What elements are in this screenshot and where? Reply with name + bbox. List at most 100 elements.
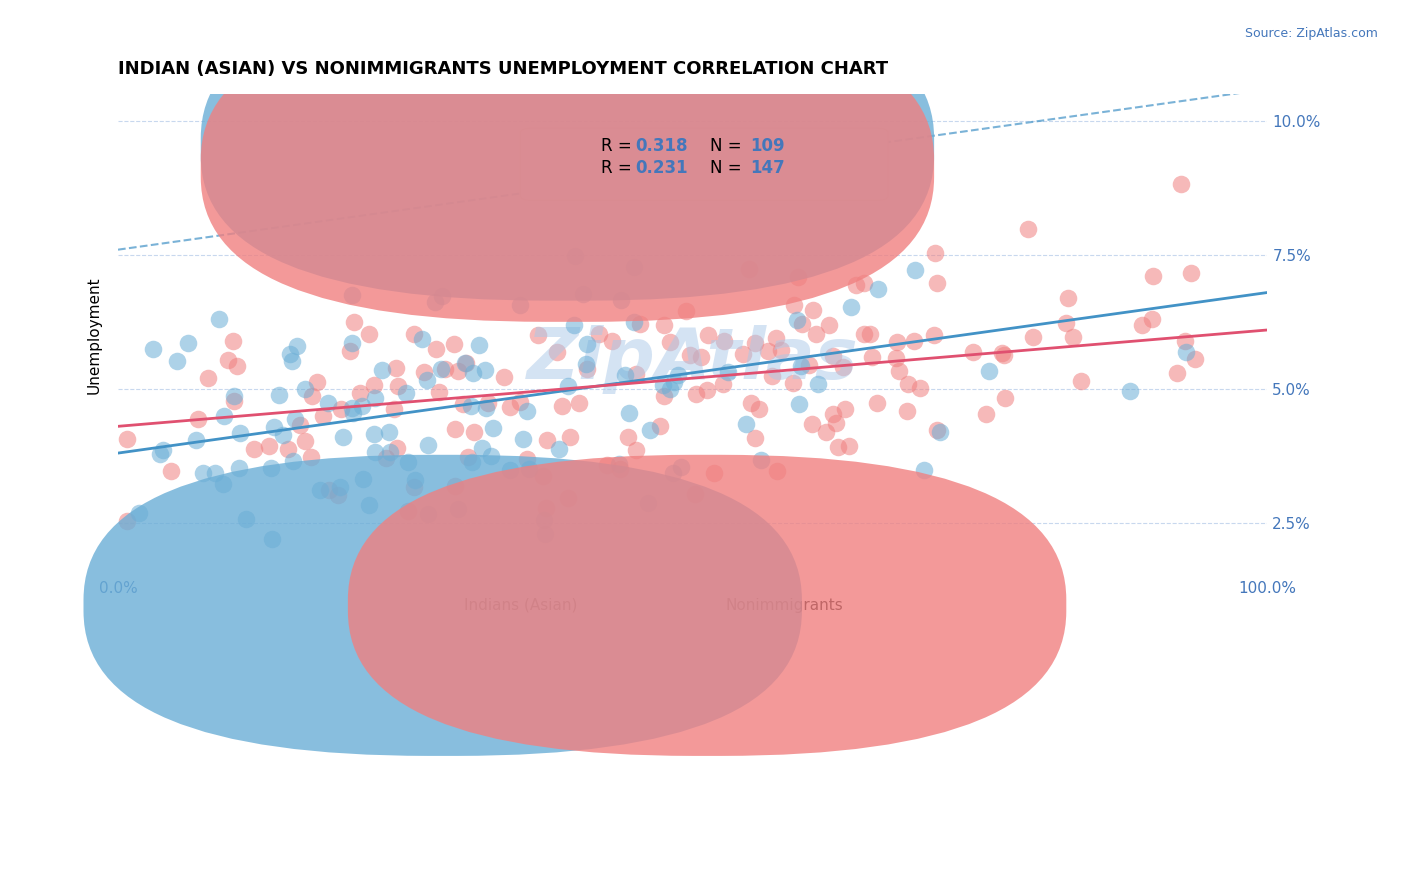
Point	[260, 532, 283, 546]
Point	[443, 336, 465, 351]
Point	[454, 356, 477, 370]
Point	[749, 453, 772, 467]
Point	[204, 467, 226, 481]
Point	[614, 368, 637, 383]
Point	[766, 464, 789, 478]
Point	[467, 337, 489, 351]
Point	[807, 376, 830, 391]
Point	[868, 282, 890, 296]
Point	[416, 438, 439, 452]
Point	[852, 327, 875, 342]
Point	[197, 371, 219, 385]
Point	[884, 351, 907, 365]
Point	[339, 344, 361, 359]
Point	[904, 263, 927, 277]
Point	[474, 363, 496, 377]
Point	[929, 425, 952, 439]
Point	[814, 425, 837, 439]
Point	[801, 303, 824, 318]
Point	[460, 399, 482, 413]
Point	[299, 450, 322, 464]
Point	[1140, 311, 1163, 326]
Point	[340, 335, 363, 350]
Point	[748, 402, 770, 417]
Point	[284, 412, 307, 426]
Point	[576, 336, 599, 351]
Point	[713, 334, 735, 348]
Point	[927, 423, 949, 437]
Point	[224, 393, 246, 408]
Point	[626, 367, 648, 381]
Point	[679, 348, 702, 362]
Point	[148, 447, 170, 461]
Point	[628, 317, 651, 331]
Point	[117, 514, 139, 528]
Point	[498, 400, 520, 414]
Point	[650, 419, 672, 434]
Point	[285, 338, 308, 352]
Point	[217, 353, 239, 368]
Point	[600, 334, 623, 348]
Point	[418, 507, 440, 521]
Point	[294, 383, 316, 397]
Point	[1174, 334, 1197, 349]
Point	[443, 422, 465, 436]
Y-axis label: Unemployment: Unemployment	[87, 277, 103, 394]
Point	[516, 404, 538, 418]
Point	[475, 401, 498, 416]
Point	[717, 365, 740, 379]
Point	[307, 375, 329, 389]
Point	[845, 277, 868, 292]
Point	[548, 442, 571, 456]
Point	[575, 362, 598, 376]
Point	[666, 368, 689, 382]
Point	[1119, 384, 1142, 398]
Point	[1174, 345, 1197, 359]
Point	[860, 350, 883, 364]
Point	[492, 370, 515, 384]
Point	[897, 376, 920, 391]
Point	[260, 461, 283, 475]
FancyBboxPatch shape	[201, 0, 934, 301]
Point	[479, 449, 502, 463]
Point	[624, 443, 647, 458]
Point	[922, 327, 945, 342]
Text: 0.231: 0.231	[636, 159, 688, 178]
Point	[713, 377, 735, 392]
Point	[117, 432, 139, 446]
Text: R =: R =	[600, 137, 637, 155]
Point	[477, 396, 499, 410]
Point	[977, 364, 1000, 378]
Point	[290, 418, 312, 433]
Point	[991, 346, 1014, 360]
Point	[387, 379, 409, 393]
Point	[827, 440, 849, 454]
Point	[675, 304, 697, 318]
Point	[908, 381, 931, 395]
Point	[683, 487, 706, 501]
Point	[1022, 330, 1045, 344]
Point	[177, 336, 200, 351]
Point	[263, 420, 285, 434]
Point	[669, 459, 692, 474]
Point	[817, 318, 839, 332]
Point	[363, 426, 385, 441]
Point	[1070, 374, 1092, 388]
Point	[912, 463, 935, 477]
Point	[588, 326, 610, 341]
Point	[222, 334, 245, 349]
Point	[823, 349, 845, 363]
Point	[273, 428, 295, 442]
Point	[568, 396, 591, 410]
Point	[212, 409, 235, 423]
Point	[575, 357, 598, 371]
Point	[738, 262, 761, 277]
Point	[257, 439, 280, 453]
Point	[516, 451, 538, 466]
Point	[866, 396, 889, 410]
Point	[281, 454, 304, 468]
Point	[427, 385, 450, 400]
Point	[328, 488, 350, 502]
Point	[404, 327, 426, 342]
Point	[404, 480, 426, 494]
